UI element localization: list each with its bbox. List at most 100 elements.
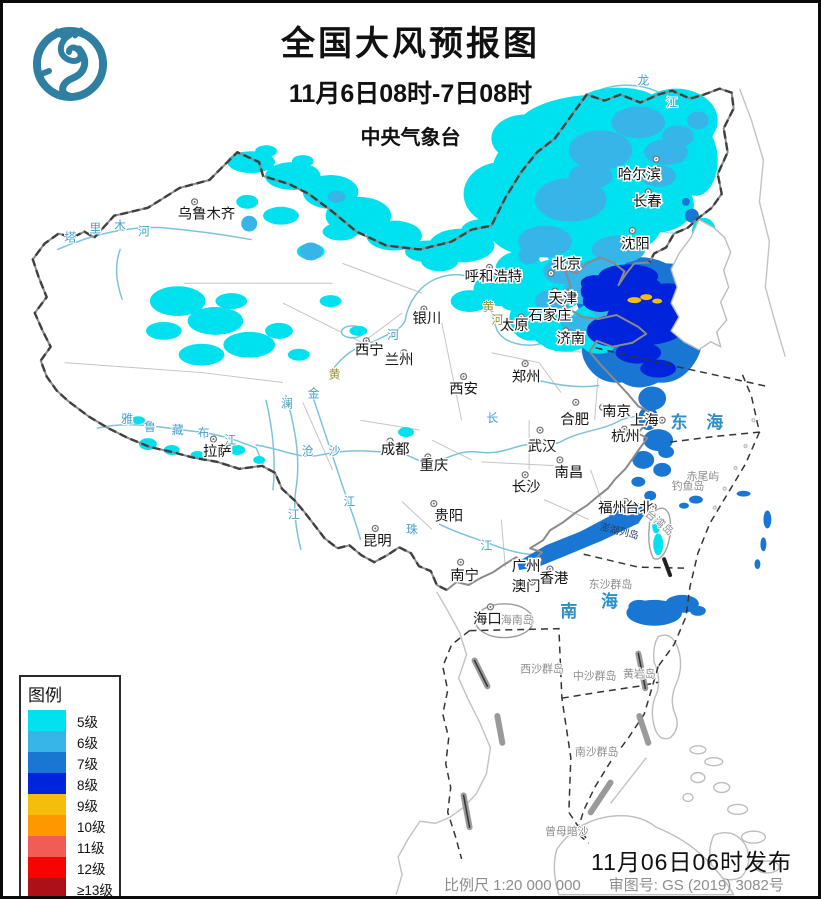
river-label: 龙 bbox=[637, 74, 649, 88]
city-label: 兰州 bbox=[385, 352, 414, 369]
river-label: 江 bbox=[343, 495, 355, 509]
legend-item: 11级 bbox=[28, 836, 115, 857]
foreign-coastlines bbox=[395, 88, 786, 896]
legend-swatch bbox=[28, 773, 66, 794]
map-meta-row: 比例尺 1:20 000 000 审图号: GS (2019) 3082号 bbox=[444, 874, 784, 895]
city-label: 哈尔滨 bbox=[618, 166, 661, 183]
island-label: 东沙群岛 bbox=[589, 577, 633, 591]
rivery-label: 河 bbox=[491, 313, 503, 327]
city-marker: 武汉 bbox=[526, 426, 558, 456]
island-label: 曾母暗沙 bbox=[545, 824, 589, 838]
legend-title: 图例 bbox=[28, 686, 62, 705]
river-label: 木 bbox=[114, 219, 126, 233]
city-label: 福州 bbox=[598, 500, 627, 517]
sea-label: 东 bbox=[671, 412, 688, 432]
river-label: 澜 bbox=[281, 396, 293, 410]
cma-dragon-logo-icon bbox=[33, 27, 107, 101]
river-label: 江 bbox=[224, 433, 236, 447]
map-scale: 比例尺 1:20 000 000 bbox=[444, 877, 581, 894]
island-label: 黄岩岛 bbox=[623, 666, 656, 680]
nine-dash-segments bbox=[460, 557, 673, 831]
geo-labels-layer: 东海南海台湾岛海南岛东沙群岛西沙群岛中沙群岛 黄岩岛南沙群岛曾母暗沙赤尾屿钓鱼岛澎… bbox=[64, 73, 725, 839]
city-label: 台北 bbox=[625, 500, 654, 517]
wind-areas bbox=[131, 87, 772, 626]
city-marker: 呼和浩特 bbox=[463, 263, 524, 287]
legend-label: 11级 bbox=[77, 840, 105, 856]
city-label: 香港 bbox=[540, 570, 569, 587]
city-label: 南京 bbox=[602, 403, 631, 420]
legend-item: 9级 bbox=[28, 794, 115, 815]
legend-label: 9级 bbox=[77, 798, 99, 814]
city-label: 澳门 bbox=[512, 578, 541, 595]
city-marker: 南京 bbox=[599, 402, 632, 422]
river-label: 珠 bbox=[406, 522, 418, 536]
city-label: 济南 bbox=[556, 330, 585, 347]
legend-swatch bbox=[28, 794, 66, 815]
legend-box: 图例 5级 6级 7级 8级 9级 10级 11级 12级 ≥13级 bbox=[19, 675, 121, 898]
legend-item: 10级 bbox=[28, 815, 115, 836]
city-marker: 重庆 bbox=[418, 453, 450, 475]
river-label: 江 bbox=[480, 538, 492, 552]
sea-label: 海 bbox=[706, 412, 723, 432]
legend-swatch bbox=[28, 752, 66, 773]
city-marker: 银川 bbox=[411, 305, 443, 328]
china-border bbox=[31, 87, 735, 592]
legend-item: 8级 bbox=[28, 773, 115, 794]
city-label: 成都 bbox=[381, 441, 410, 458]
legend-label: 5级 bbox=[77, 714, 99, 730]
legend-label: 6级 bbox=[77, 735, 99, 751]
city-label: 武汉 bbox=[528, 438, 557, 455]
wind-area-level-7 bbox=[517, 502, 649, 571]
island-label: 钓鱼岛 bbox=[672, 479, 705, 493]
city-marker: 贵阳 bbox=[430, 500, 465, 526]
river-label: 河 bbox=[138, 225, 150, 239]
river-label: 里 bbox=[89, 222, 101, 236]
city-marker: 天津 bbox=[547, 287, 579, 309]
city-marker: 长沙 bbox=[510, 471, 542, 497]
legend-swatch bbox=[28, 710, 66, 731]
legend-swatch bbox=[28, 836, 66, 857]
city-label: 南昌 bbox=[554, 464, 583, 481]
city-label: 杭州 bbox=[611, 428, 640, 445]
city-marker: 沈阳 bbox=[619, 227, 651, 254]
city-label: 郑州 bbox=[512, 369, 541, 386]
legend-swatch bbox=[28, 731, 66, 752]
city-marker: 杭州 bbox=[610, 425, 641, 447]
city-marker: 北京 bbox=[547, 254, 583, 277]
legend-label: ≥13级 bbox=[77, 882, 113, 898]
legend-item: 5级 bbox=[28, 710, 115, 731]
island-label: 赤尾屿 bbox=[686, 470, 719, 483]
city-marker: 澳门 bbox=[510, 576, 542, 596]
legend-label: 10级 bbox=[77, 819, 106, 835]
city-label: 西宁 bbox=[355, 342, 384, 359]
river-label: 江 bbox=[666, 96, 678, 110]
city-marker: 哈尔滨 bbox=[616, 155, 662, 184]
legend-label: 8级 bbox=[77, 777, 99, 793]
city-marker: 成都 bbox=[379, 437, 411, 459]
city-marker: 昆明 bbox=[361, 524, 393, 551]
city-label: 广州 bbox=[512, 558, 541, 575]
city-label: 海口 bbox=[473, 611, 502, 628]
city-label: 北京 bbox=[552, 255, 581, 272]
river-label: 沙 bbox=[329, 444, 341, 458]
river-label: 雅 bbox=[121, 412, 133, 426]
city-marker: 西安 bbox=[448, 372, 479, 399]
city-label: 西安 bbox=[449, 380, 478, 397]
city-marker: 兰州 bbox=[383, 349, 415, 370]
legend-swatch bbox=[28, 857, 66, 878]
city-label: 长沙 bbox=[512, 479, 541, 496]
city-marker: 石家庄 bbox=[527, 304, 573, 325]
island-label: 南沙群岛 bbox=[575, 745, 619, 759]
city-label: 昆明 bbox=[363, 533, 392, 549]
legend-item: ≥13级 bbox=[28, 878, 115, 898]
rivery-label: 黄 bbox=[482, 300, 494, 314]
island-label: 中沙群岛 bbox=[573, 668, 617, 682]
city-marker: 台北 bbox=[623, 498, 657, 518]
city-marker: 南昌 bbox=[553, 456, 585, 482]
city-label: 天津 bbox=[549, 290, 578, 307]
city-marker: 上海 bbox=[628, 411, 666, 431]
city-label: 合肥 bbox=[560, 411, 589, 428]
legend-items: 5级 6级 7级 8级 9级 10级 11级 12级 ≥13级 bbox=[28, 710, 115, 898]
